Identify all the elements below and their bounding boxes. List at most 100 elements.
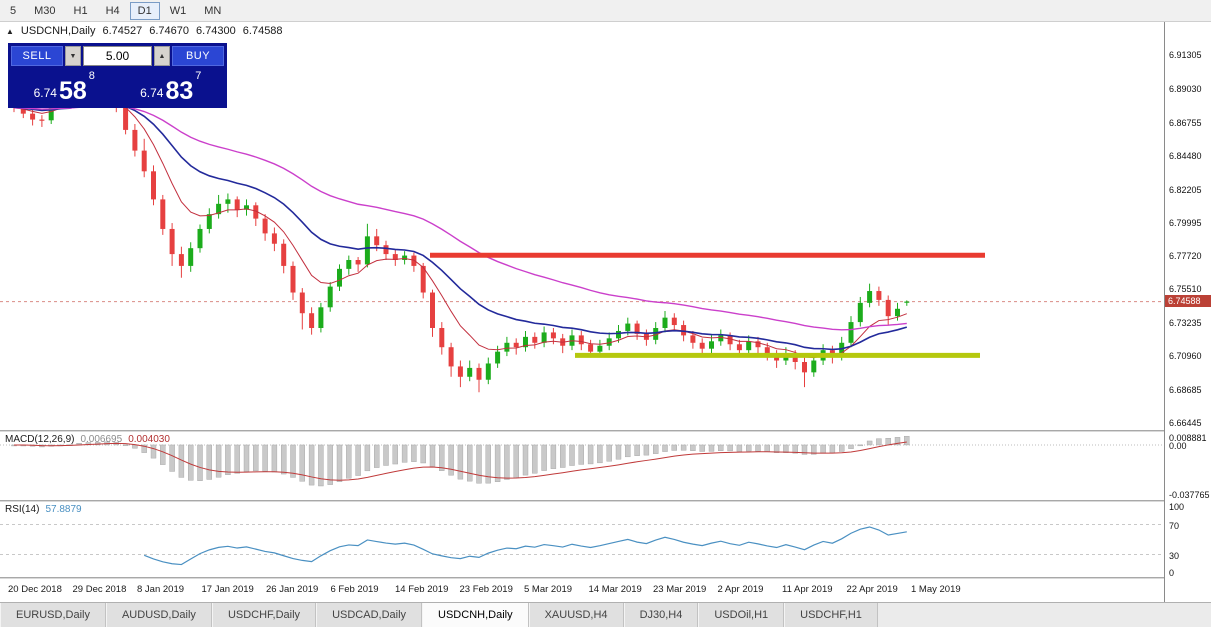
axis-tick-label: 6.73235 (1169, 317, 1202, 328)
timeframe-button-5[interactable]: 5 (10, 4, 17, 17)
chart-tab-USDCNH-Daily[interactable]: USDCNH,Daily (422, 603, 529, 627)
rsi-value: 57.8879 (45, 504, 82, 515)
ask-price-big-digits: 83 (165, 76, 194, 105)
chart-close-value: 6.74588 (242, 25, 283, 37)
ask-price-pipette: 7 (195, 70, 202, 82)
chart-tabs-bar: EURUSD,Daily AUDUSD,Daily USDCHF,Daily USDC… (0, 602, 1211, 627)
macd-name: MACD(12,26,9) (5, 434, 75, 445)
axis-tick-label: 6.77720 (1169, 251, 1202, 262)
axis-tick-label: 6.75510 (1169, 283, 1202, 294)
rsi-name: RSI(14) (5, 504, 40, 515)
rsi-line (143, 526, 907, 566)
axis-tick-label: 0 (1169, 568, 1175, 578)
axis-tick-label: 0.00 (1169, 440, 1187, 451)
timeframe-toolbar: 5 M30 H1 H4 D1 W1 MN (0, 0, 1211, 22)
macd-label: MACD(12,26,9) 0.006695 0.004030 (5, 434, 170, 445)
axis-tick-label: 6.70960 (1169, 351, 1202, 362)
chart-low-value: 6.74300 (196, 25, 236, 37)
ask-price[interactable]: 6.74 83 7 (118, 68, 225, 105)
bid-price-prefix: 6.74 (33, 86, 57, 100)
time-axis-label: 22 Apr 2019 (846, 584, 898, 595)
axis-tick-label: 6.82205 (1169, 184, 1202, 195)
rsi-label: RSI(14) 57.8879 (5, 504, 82, 515)
timeframe-button-H4[interactable]: H4 (105, 4, 120, 17)
time-axis-label: 11 Apr 2019 (782, 584, 833, 595)
macd-main-value: 0.006695 (80, 434, 123, 445)
axis-tick-label: 30 (1169, 550, 1180, 561)
chart-open-value: 6.74527 (102, 25, 143, 37)
time-axis-label: 17 Jan 2019 (201, 584, 254, 595)
axis-tick-label: -0.037765 (1169, 490, 1210, 500)
macd-pane[interactable]: MACD(12,26,9) 0.006695 0.004030 (0, 432, 1164, 500)
timeframe-button-W1[interactable]: W1 (169, 4, 187, 17)
time-axis-label: 23 Feb 2019 (459, 584, 513, 595)
candles-layer (11, 84, 910, 393)
time-axis[interactable]: 20 Dec 2018 29 Dec 2018 8 Jan 2019 17 Jan 2… (0, 579, 1164, 602)
chart-tab-XAUUSD-H4[interactable]: XAUUSD,H4 (528, 603, 624, 627)
pane-resize-separator[interactable] (0, 500, 1211, 502)
price-axis[interactable]: 6.74588 6.91305 6.89030 6.86755 6.84480 6.82… (1164, 22, 1211, 602)
moving-average-line (13, 102, 908, 351)
moving-average-line (13, 98, 907, 359)
axis-tick-label: 6.84480 (1169, 151, 1202, 162)
chart-tab-USDOil-H1[interactable]: USDOil,H1 (698, 603, 785, 627)
time-axis-label: 2 Apr 2019 (717, 584, 764, 595)
chart-window: ▲ USDCNH,Daily 6.74527 6.74670 6.74300 6… (0, 22, 1211, 602)
time-axis-label: 29 Dec 2018 (72, 584, 127, 595)
time-axis-label: 8 Jan 2019 (137, 584, 185, 595)
ask-price-prefix: 6.74 (140, 86, 164, 100)
axis-tick-label: 6.89030 (1169, 84, 1202, 95)
axis-tick-label: 0.008881 (1169, 433, 1207, 443)
axis-tick-label: 6.79995 (1169, 217, 1202, 228)
timeframe-button-D1[interactable]: D1 (129, 1, 160, 20)
chart-tab-DJ30-H4[interactable]: DJ30,H4 (623, 603, 699, 627)
bid-price[interactable]: 6.74 58 8 (11, 68, 118, 105)
chart-tab-EURUSD-Daily[interactable]: EURUSD,Daily (0, 603, 106, 627)
chart-symbol-label: USDCNH,Daily (20, 25, 96, 37)
chart-ohlc-header: ▲ USDCNH,Daily 6.74527 6.74670 6.74300 6… (6, 25, 283, 37)
volume-increase-button[interactable]: ▲ (154, 46, 170, 66)
bid-price-pipette: 8 (88, 70, 95, 82)
time-axis-label: 14 Feb 2019 (395, 584, 449, 595)
volume-input[interactable] (83, 46, 152, 66)
chart-tab-USDCAD-Daily[interactable]: USDCAD,Daily (316, 603, 423, 627)
moving-average-line (13, 105, 907, 331)
trade-controls-row: SELL ▼ ▲ BUY (11, 46, 224, 66)
chart-tab-USDCHF-H1[interactable]: USDCHF,H1 (784, 603, 878, 627)
axis-tick-label: 6.66445 (1169, 417, 1202, 428)
time-axis-label: 20 Dec 2018 (8, 584, 62, 595)
chart-high-value: 6.74670 (149, 25, 190, 37)
sell-button[interactable]: SELL (11, 46, 63, 66)
price-chart-pane[interactable]: ▲ USDCNH,Daily 6.74527 6.74670 6.74300 6… (0, 22, 1164, 430)
time-axis-label: 23 Mar 2019 (653, 584, 707, 595)
time-axis-label: 5 Mar 2019 (524, 584, 573, 595)
time-axis-label: 14 Mar 2019 (588, 584, 642, 595)
timeframe-button-MN[interactable]: MN (204, 4, 222, 17)
axis-tick-label: 6.68685 (1169, 384, 1202, 395)
rsi-canvas[interactable] (0, 502, 1164, 577)
time-axis-label: 6 Feb 2019 (330, 584, 379, 595)
collapse-triangle-icon[interactable]: ▲ (6, 26, 14, 36)
macd-signal-value: 0.004030 (128, 434, 170, 445)
bid-price-big-digits: 58 (58, 76, 87, 105)
axis-tick-label: 100 (1169, 502, 1185, 512)
pane-resize-separator[interactable] (0, 577, 1211, 579)
pane-resize-separator[interactable] (0, 430, 1211, 432)
one-click-trading-panel: SELL ▼ ▲ BUY 6.74 58 8 6.74 83 7 (8, 43, 227, 108)
macd-signal-line (13, 441, 907, 481)
trade-prices-row: 6.74 58 8 6.74 83 7 (11, 68, 224, 105)
current-price-badge: 6.74588 (1165, 294, 1211, 307)
axis-tick-label: 6.91305 (1169, 50, 1202, 61)
axis-tick-label: 6.86755 (1169, 117, 1202, 128)
timeframe-button-H1[interactable]: H1 (73, 4, 88, 17)
macd-canvas[interactable] (0, 432, 1164, 500)
chart-tab-USDCHF-Daily[interactable]: USDCHF,Daily (211, 603, 317, 627)
chart-tab-AUDUSD-Daily[interactable]: AUDUSD,Daily (105, 603, 212, 627)
time-axis-label: 26 Jan 2019 (266, 584, 319, 595)
rsi-pane[interactable]: RSI(14) 57.8879 (0, 502, 1164, 577)
timeframe-button-M30[interactable]: M30 (34, 4, 56, 17)
buy-button[interactable]: BUY (172, 46, 224, 66)
time-axis-label: 1 May 2019 (911, 584, 961, 595)
volume-decrease-button[interactable]: ▼ (65, 46, 81, 66)
axis-tick-label: 70 (1169, 520, 1180, 531)
